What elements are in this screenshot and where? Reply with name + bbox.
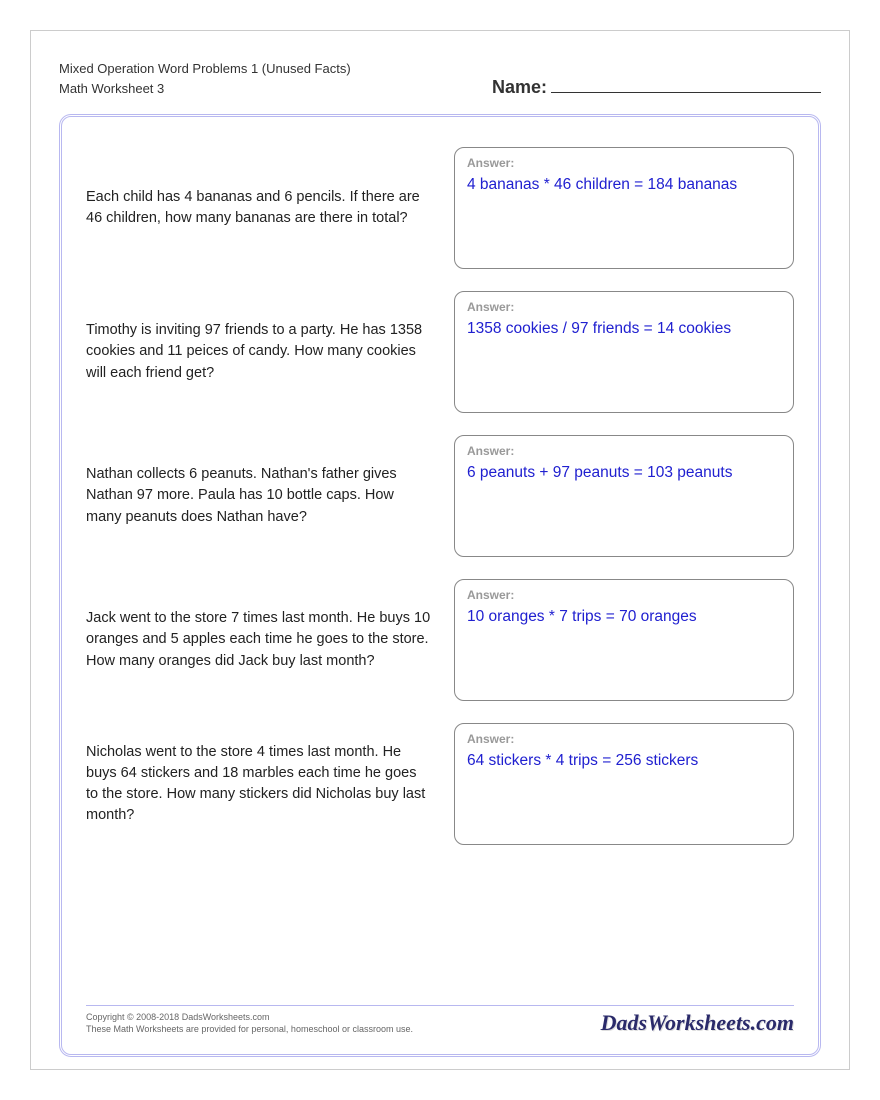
answer-label: Answer: [467, 588, 781, 602]
title-line-2: Math Worksheet 3 [59, 79, 351, 99]
answer-box: Answer: 64 stickers * 4 trips = 256 stic… [454, 723, 794, 845]
answer-text: 4 bananas * 46 children = 184 bananas [467, 174, 781, 196]
disclaimer-text: These Math Worksheets are provided for p… [86, 1023, 413, 1036]
footer-text: Copyright © 2008-2018 DadsWorksheets.com… [86, 1011, 413, 1036]
logo-text: DadsWorksheets.com [601, 1010, 794, 1036]
answer-box: Answer: 6 peanuts + 97 peanuts = 103 pea… [454, 435, 794, 557]
name-blank-line[interactable] [551, 92, 821, 93]
answer-label: Answer: [467, 156, 781, 170]
question-text: Each child has 4 bananas and 6 pencils. … [86, 187, 436, 229]
answer-label: Answer: [467, 732, 781, 746]
problem-row: Nathan collects 6 peanuts. Nathan's fath… [86, 435, 794, 557]
problem-row: Each child has 4 bananas and 6 pencils. … [86, 147, 794, 269]
problem-row: Timothy is inviting 97 friends to a part… [86, 291, 794, 413]
footer: Copyright © 2008-2018 DadsWorksheets.com… [86, 1005, 794, 1036]
name-field: Name: [492, 77, 821, 98]
answer-text: 64 stickers * 4 trips = 256 stickers [467, 750, 781, 772]
worksheet-page: Mixed Operation Word Problems 1 (Unused … [30, 30, 850, 1070]
title-line-1: Mixed Operation Word Problems 1 (Unused … [59, 59, 351, 79]
answer-box: Answer: 10 oranges * 7 trips = 70 orange… [454, 579, 794, 701]
content-frame: Each child has 4 bananas and 6 pencils. … [59, 114, 821, 1057]
problem-row: Nicholas went to the store 4 times last … [86, 723, 794, 845]
answer-box: Answer: 4 bananas * 46 children = 184 ba… [454, 147, 794, 269]
answer-text: 1358 cookies / 97 friends = 14 cookies [467, 318, 781, 340]
name-label: Name: [492, 77, 547, 98]
worksheet-title: Mixed Operation Word Problems 1 (Unused … [59, 59, 351, 98]
question-text: Nicholas went to the store 4 times last … [86, 742, 436, 826]
problems-list: Each child has 4 bananas and 6 pencils. … [86, 147, 794, 845]
answer-label: Answer: [467, 444, 781, 458]
copyright-text: Copyright © 2008-2018 DadsWorksheets.com [86, 1011, 413, 1024]
answer-label: Answer: [467, 300, 781, 314]
question-text: Timothy is inviting 97 friends to a part… [86, 320, 436, 383]
answer-box: Answer: 1358 cookies / 97 friends = 14 c… [454, 291, 794, 413]
question-text: Jack went to the store 7 times last mont… [86, 608, 436, 671]
answer-text: 10 oranges * 7 trips = 70 oranges [467, 606, 781, 628]
answer-text: 6 peanuts + 97 peanuts = 103 peanuts [467, 462, 781, 484]
question-text: Nathan collects 6 peanuts. Nathan's fath… [86, 464, 436, 527]
header: Mixed Operation Word Problems 1 (Unused … [59, 59, 821, 98]
problem-row: Jack went to the store 7 times last mont… [86, 579, 794, 701]
